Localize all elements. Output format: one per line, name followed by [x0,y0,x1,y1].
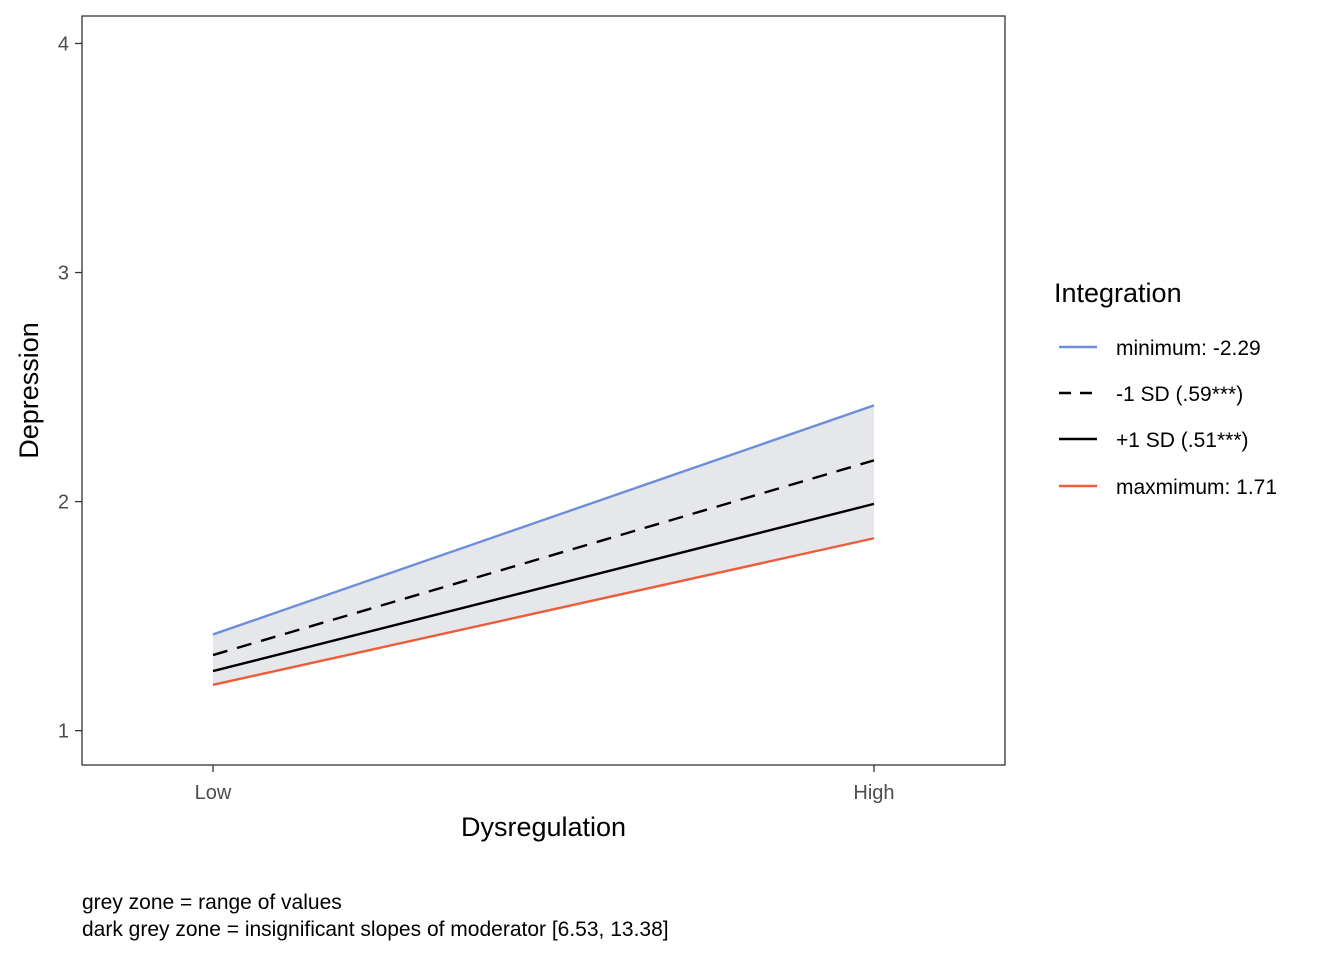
caption-insignificant-note: dark grey zone = insignificant slopes of… [82,918,669,941]
series-line-1 [212,459,875,657]
series-line-2 [212,502,875,673]
legend-title: Integration [1054,278,1182,308]
series-line-3 [212,537,875,687]
y-tick-label: 3 [58,263,69,285]
series-line-0 [212,404,875,636]
x-tick-label: Low [195,782,232,804]
axes: 1 2 3 4 Low High Dysregulation Depression [14,15,1006,842]
caption-range-note: grey zone = range of values [82,891,342,914]
legend-label-1: -1 SD (.59***) [1116,383,1243,406]
plot-area [212,404,875,687]
y-tick-label: 4 [58,33,69,55]
y-tick-label: 1 [58,721,69,743]
range-band [213,405,874,685]
y-tick-label: 2 [58,492,69,514]
legend-label-3: maxmimum: 1.71 [1116,476,1277,499]
legend-label-0: minimum: -2.29 [1116,337,1261,360]
legend-label-2: +1 SD (.51***) [1116,429,1248,452]
panel-border [81,15,1006,766]
x-axis-title: Dysregulation [461,812,626,842]
legend: Integration minimum: -2.29 -1 SD (.59***) +… [1054,278,1277,499]
x-tick-label: High [853,782,894,804]
y-axis-title: Depression [14,322,44,459]
